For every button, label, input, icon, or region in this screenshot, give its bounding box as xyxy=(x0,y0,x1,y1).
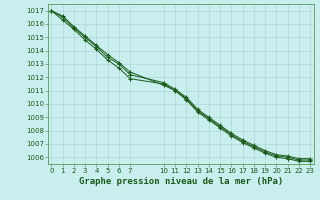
X-axis label: Graphe pression niveau de la mer (hPa): Graphe pression niveau de la mer (hPa) xyxy=(79,177,283,186)
